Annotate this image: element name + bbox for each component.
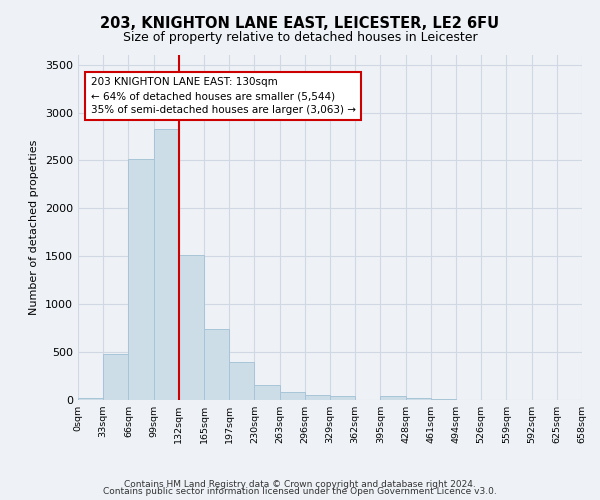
Bar (128, 160, 154, 400)
Bar (204, 329, 229, 400)
Bar (103, 354, 128, 400)
Y-axis label: Number of detached properties: Number of detached properties (29, 140, 40, 315)
Text: 203, KNIGHTON LANE EAST, LEICESTER, LE2 6FU: 203, KNIGHTON LANE EAST, LEICESTER, LE2 … (100, 16, 500, 31)
Bar (154, 129, 179, 400)
Text: Size of property relative to detached houses in Leicester: Size of property relative to detached ho… (122, 31, 478, 44)
Text: Contains HM Land Registry data © Crown copyright and database right 2024.: Contains HM Land Registry data © Crown c… (124, 480, 476, 489)
Text: 203 KNIGHTON LANE EAST: 130sqm
← 64% of detached houses are smaller (5,544)
35% : 203 KNIGHTON LANE EAST: 130sqm ← 64% of … (91, 77, 356, 115)
Bar (305, 394, 330, 400)
Bar (330, 396, 355, 400)
Bar (406, 398, 431, 400)
Bar (280, 392, 305, 400)
Bar (380, 396, 406, 400)
Bar (78, 398, 103, 400)
Bar (179, 256, 204, 400)
Bar (254, 385, 280, 400)
Text: Contains public sector information licensed under the Open Government Licence v3: Contains public sector information licen… (103, 487, 497, 496)
Bar (229, 362, 254, 400)
Bar (431, 399, 456, 400)
